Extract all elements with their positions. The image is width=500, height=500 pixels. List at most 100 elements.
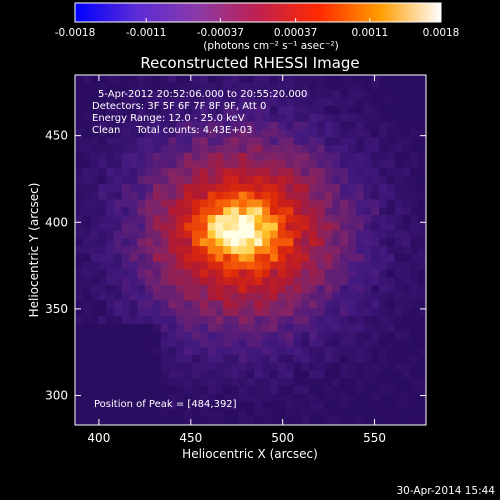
heat-cell: [394, 176, 404, 185]
heat-cell: [379, 238, 388, 247]
heat-cell: [231, 199, 240, 208]
heat-cell: [168, 183, 177, 193]
heat-cell: [285, 129, 294, 138]
heat-cell: [340, 277, 349, 286]
heat-cell: [348, 230, 357, 239]
heat-cell: [309, 323, 318, 333]
heat-cell: [379, 191, 388, 201]
heat-cell: [394, 261, 404, 271]
heat-cell: [394, 113, 404, 123]
heat-cell: [332, 152, 341, 162]
heat-cell: [309, 160, 318, 169]
heat-cell: [418, 269, 426, 278]
heat-cell: [192, 121, 201, 131]
heat-cell: [199, 370, 209, 379]
heat-cell: [184, 75, 193, 84]
heat-cell: [114, 347, 123, 356]
heat-cell: [207, 323, 216, 333]
heat-cell: [160, 308, 170, 317]
heat-cell: [316, 269, 326, 278]
heat-cell: [114, 152, 123, 162]
heat-cell: [363, 386, 372, 395]
heat-cell: [75, 362, 84, 372]
heat-cell: [153, 230, 162, 239]
heat-cell: [121, 261, 131, 271]
heat-cell: [215, 113, 224, 123]
heat-cell: [246, 199, 255, 208]
heat-cell: [192, 261, 201, 271]
heat-cell: [270, 176, 279, 185]
heat-cell: [231, 215, 240, 224]
heat-cell: [129, 168, 138, 177]
heat-cell: [231, 98, 240, 107]
heat-cell: [394, 222, 404, 232]
heat-cell: [176, 199, 185, 208]
heat-cell: [418, 331, 426, 341]
heat-cell: [168, 292, 177, 302]
heat-cell: [106, 75, 115, 84]
heat-cell: [316, 82, 326, 92]
heat-cell: [176, 215, 185, 224]
heat-cell: [379, 269, 388, 278]
heat-cell: [371, 121, 380, 131]
heat-cell: [285, 106, 294, 115]
heat-cell: [215, 347, 224, 356]
heat-cell: [394, 253, 404, 263]
heat-cell: [340, 269, 349, 278]
heat-cell: [340, 230, 349, 239]
heat-cell: [106, 82, 115, 92]
heat-cell: [106, 121, 115, 131]
heat-cell: [348, 106, 357, 115]
heat-cell: [231, 113, 240, 123]
heat-cell: [184, 168, 193, 177]
heat-cell: [301, 246, 310, 255]
heat-cell: [355, 386, 365, 395]
heat-cell: [184, 316, 193, 325]
heat-cell: [332, 331, 341, 341]
heat-cell: [137, 215, 146, 224]
heat-cell: [348, 300, 357, 309]
heat-cell: [371, 417, 380, 425]
heat-cell: [90, 269, 99, 278]
heat-cell: [168, 285, 177, 294]
heat-cell: [90, 137, 99, 146]
heat-cell: [316, 308, 326, 317]
heat-cell: [324, 246, 333, 255]
heat-cell: [160, 292, 170, 302]
heat-cell: [223, 207, 232, 216]
heat-cell: [106, 362, 115, 372]
heat-cell: [82, 386, 92, 395]
heat-cell: [238, 230, 248, 239]
heat-cell: [184, 277, 193, 286]
heat-cell: [75, 191, 84, 201]
heat-cell: [402, 222, 411, 232]
heat-cell: [379, 207, 388, 216]
heat-cell: [418, 215, 426, 224]
heat-cell: [75, 386, 84, 395]
heat-cell: [402, 393, 411, 403]
heat-cell: [394, 106, 404, 115]
heat-cell: [207, 378, 216, 387]
heat-cell: [121, 393, 131, 403]
heat-cell: [285, 199, 294, 208]
heat-cell: [316, 230, 326, 239]
heat-cell: [145, 82, 154, 92]
heat-cell: [207, 160, 216, 169]
heat-cell: [246, 401, 255, 411]
heat-cell: [277, 292, 287, 302]
heat-cell: [379, 370, 388, 379]
heat-cell: [410, 316, 419, 325]
heat-cell: [238, 246, 248, 255]
heat-cell: [82, 300, 92, 309]
heat-cell: [379, 308, 388, 317]
heat-cell: [285, 362, 294, 372]
heat-cell: [371, 82, 380, 92]
heat-cell: [371, 316, 380, 325]
heat-cell: [192, 145, 201, 154]
heat-cell: [129, 137, 138, 146]
heat-cell: [238, 401, 248, 411]
heat-cell: [231, 401, 240, 411]
heat-cell: [145, 417, 154, 425]
heat-cell: [160, 75, 170, 84]
heat-cell: [223, 362, 232, 372]
